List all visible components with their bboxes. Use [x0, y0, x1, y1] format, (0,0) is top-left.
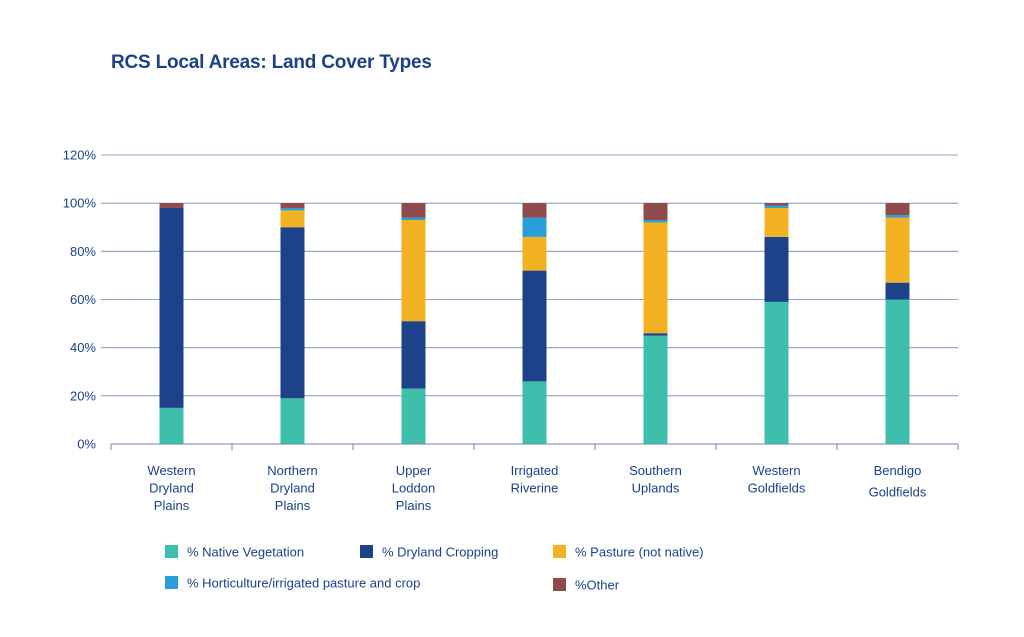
bar-segment: [643, 222, 668, 334]
x-category-label: Uplands: [632, 481, 680, 496]
legend-item: % Horticulture/irrigated pasture and cro…: [165, 576, 420, 591]
legend-label: % Pasture (not native): [575, 545, 704, 560]
x-category-label: Western: [752, 463, 800, 478]
legend-swatch: [553, 545, 566, 558]
legend-swatch: [553, 578, 566, 591]
bar-segment: [764, 301, 789, 444]
bar-segment: [885, 215, 910, 218]
legend-item: % Dryland Cropping: [360, 545, 498, 560]
x-category-label: Goldfields: [869, 485, 927, 500]
x-category-label: Dryland: [149, 481, 194, 496]
legend-swatch: [360, 545, 373, 558]
x-category-label: Goldfields: [748, 481, 806, 496]
y-axis-tick-labels: 0% 20% 40% 60% 80% 100% 120%: [63, 148, 97, 452]
bar-segment: [522, 381, 547, 444]
y-tick-label: 80%: [70, 244, 96, 259]
bar-segment: [764, 207, 789, 237]
x-axis-category-labels: Western Dryland Plains Northern Dryland Plain…: [147, 463, 926, 513]
bar-segment: [522, 270, 547, 382]
x-category-label: Upper: [396, 463, 432, 478]
x-category-label: Plains: [396, 498, 432, 513]
bar-segment: [159, 203, 184, 208]
bar-segment: [885, 217, 910, 283]
bar-segment: [522, 217, 547, 237]
bar-segment: [885, 282, 910, 300]
legend-label: % Dryland Cropping: [382, 545, 498, 560]
bar-segment: [401, 217, 426, 221]
y-tick-label: 0%: [77, 437, 96, 452]
bars: [159, 203, 910, 444]
bar-segment: [522, 236, 547, 271]
legend-swatch: [165, 545, 178, 558]
y-tick-label: 120%: [63, 148, 97, 163]
x-category-label: Plains: [154, 498, 190, 513]
x-axis: [110, 443, 959, 450]
bar-segment: [280, 398, 305, 444]
x-category-label: Loddon: [392, 481, 435, 496]
bar-segment: [643, 220, 668, 223]
bar-segment: [643, 333, 668, 336]
bar-segment: [643, 203, 668, 221]
bar-segment: [764, 203, 789, 206]
bar-segment: [643, 335, 668, 444]
legend: % Native Vegetation % Dryland Cropping % P…: [165, 545, 704, 593]
x-category-label: Western: [147, 463, 195, 478]
legend-label: % Native Vegetation: [187, 545, 304, 560]
legend-swatch: [165, 576, 178, 589]
x-category-label: Irrigated: [511, 463, 559, 478]
bar-segment: [280, 203, 305, 208]
y-tick-label: 20%: [70, 388, 96, 403]
bar-segment: [885, 299, 910, 444]
x-category-label: Riverine: [511, 481, 559, 496]
bar-segment: [159, 407, 184, 444]
legend-item: % Pasture (not native): [553, 545, 704, 560]
chart-title: RCS Local Areas: Land Cover Types: [111, 52, 432, 73]
y-tick-label: 60%: [70, 292, 96, 307]
bar-segment: [159, 207, 184, 408]
legend-item: % Native Vegetation: [165, 545, 304, 560]
bar-segment: [401, 321, 426, 389]
bar-segment: [522, 203, 547, 218]
bar-segment: [764, 205, 789, 208]
bar-segment: [280, 227, 305, 399]
x-category-label: Northern: [267, 463, 318, 478]
x-category-label: Bendigo: [874, 463, 922, 478]
legend-label: % Horticulture/irrigated pasture and cro…: [187, 576, 420, 591]
legend-item: %Other: [553, 578, 620, 593]
y-tick-label: 40%: [70, 340, 96, 355]
legend-label: %Other: [575, 578, 620, 593]
y-tick-label: 100%: [63, 196, 97, 211]
x-category-label: Plains: [275, 498, 311, 513]
bar-segment: [401, 203, 426, 218]
bar-segment: [401, 220, 426, 322]
bar-segment: [280, 207, 305, 211]
bar-segment: [280, 210, 305, 228]
bar-segment: [885, 203, 910, 216]
bar-segment: [401, 388, 426, 444]
x-category-label: Southern: [629, 463, 682, 478]
bar-segment: [764, 236, 789, 302]
x-category-label: Dryland: [270, 481, 315, 496]
